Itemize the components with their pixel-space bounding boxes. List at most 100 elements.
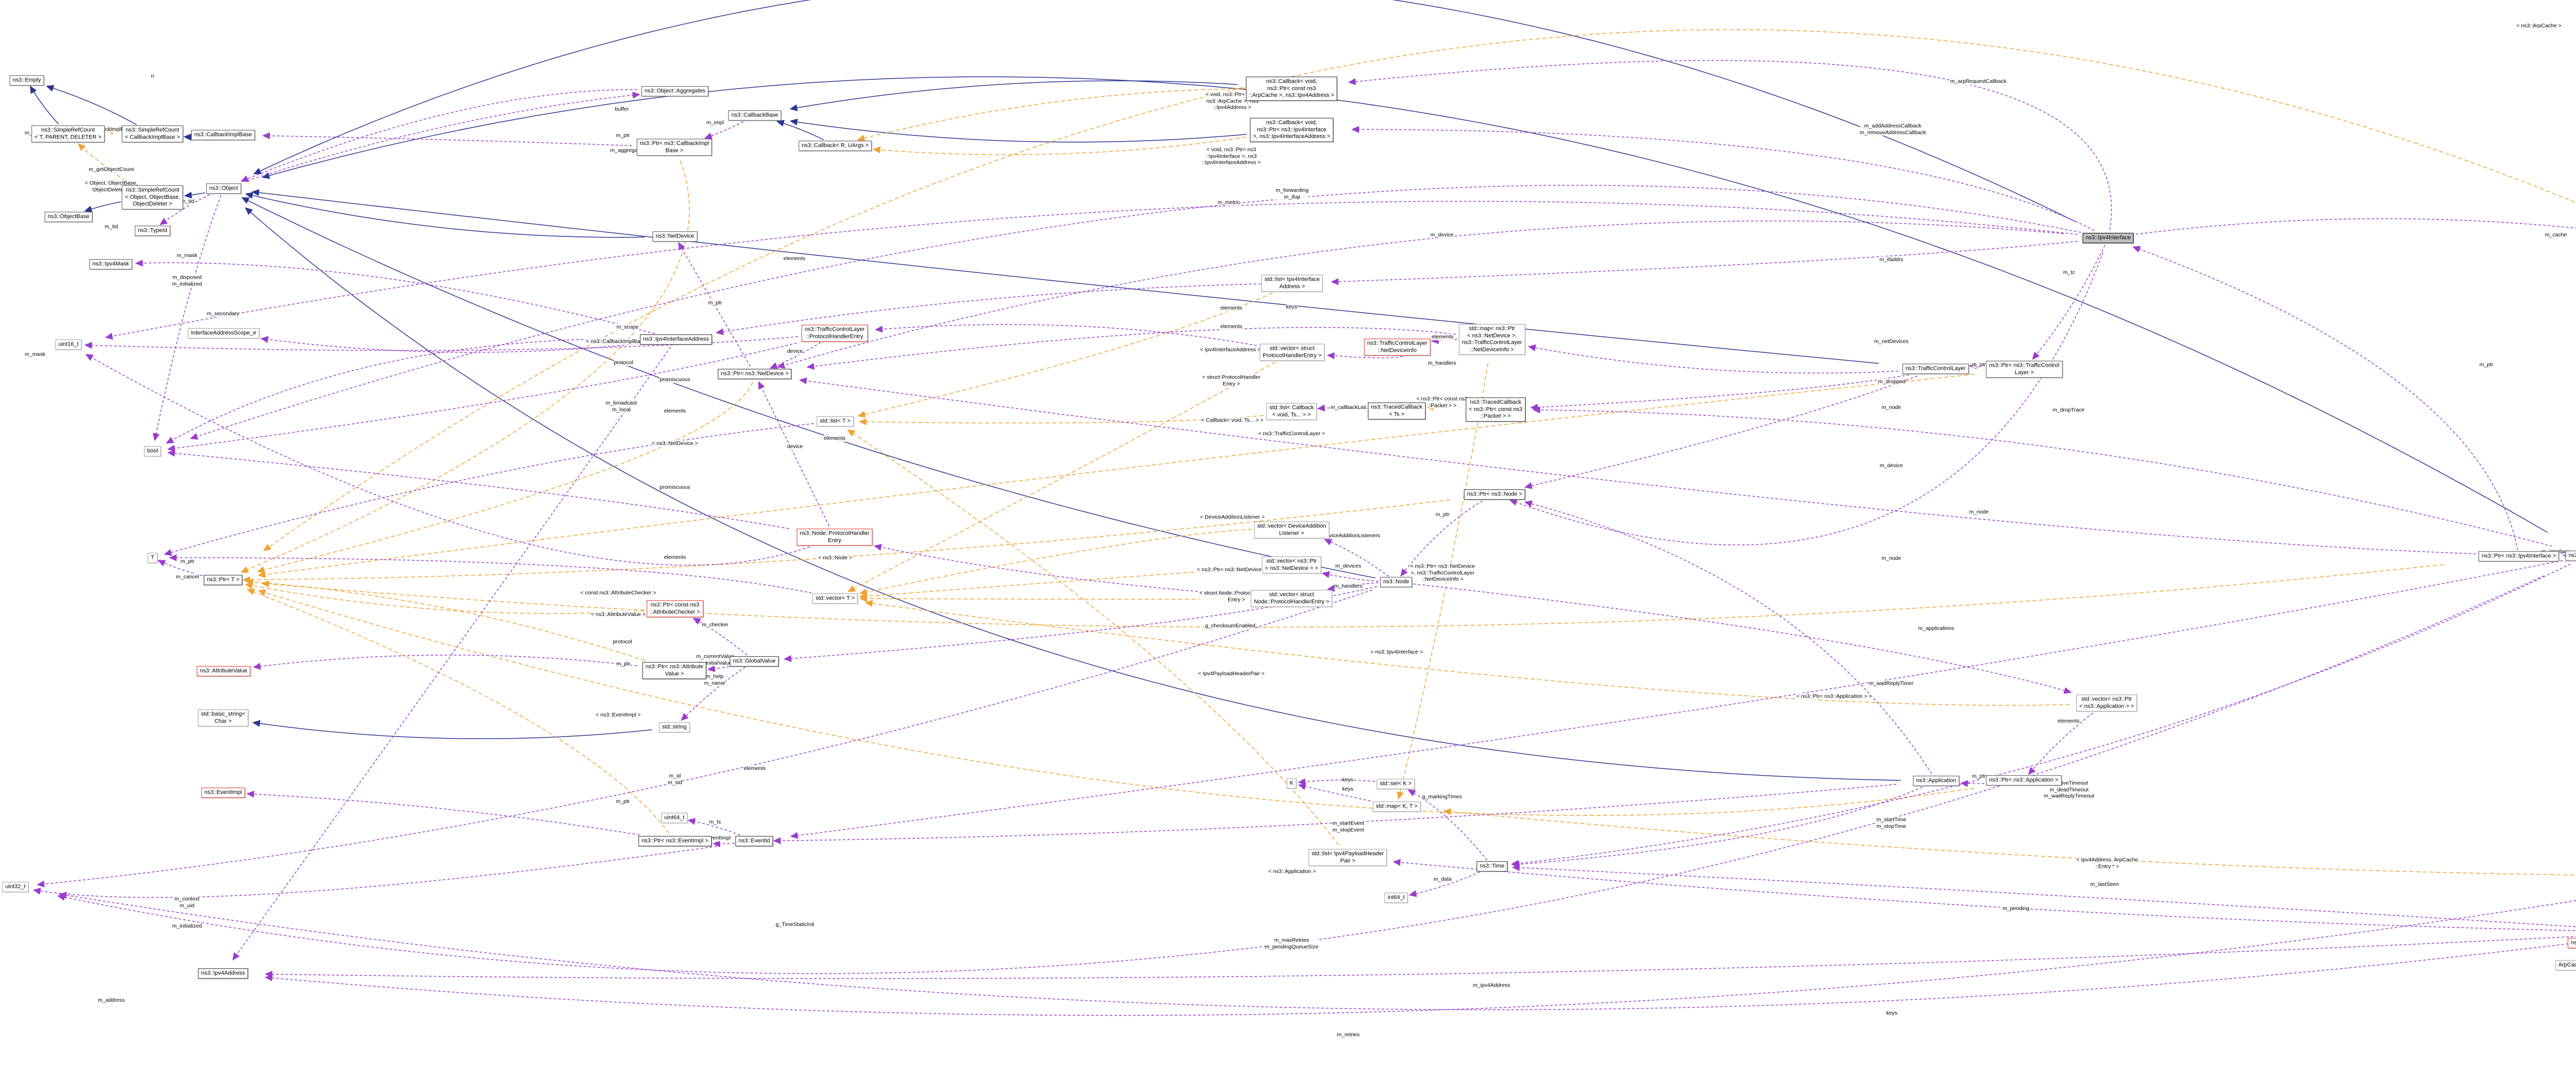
class-node-typeid[interactable]: ns3::TypeId [134,226,171,236]
class-node-ipv4ifaddr[interactable]: ns3::Ipv4InterfaceAddress [640,334,712,345]
class-node-simplerefcountobject[interactable]: ns3::SimpleRefCount < Object, ObjectBase… [122,185,183,210]
class-node-node[interactable]: ns3::Node [1380,577,1413,587]
edge-simpleRefCountObject-to-simpleRefCountT [77,143,132,185]
edge-ipv4Interface-to-ptrArpCache [2136,218,2576,235]
class-node-ipv4address[interactable]: ns3::Ipv4Address [198,968,248,979]
class-node-vecphe[interactable]: std::vector< struct ProtocolHandlerEntry… [1259,344,1325,361]
class-node-knode[interactable]: K [1286,778,1297,789]
class-node-simplerefcountcallback[interactable]: ns3::SimpleRefCount < CallbackImplBase > [122,125,183,143]
class-node-ptrattrvalue[interactable]: ns3::Ptr< ns3::Attribute Value > [642,662,707,679]
class-node-ptrconstchecker[interactable]: ns3::Ptr< const ns3 ::AttributeChecker > [647,600,703,618]
class-node-cbarpcache[interactable]: ns3::Callback< void, ns3::Ptr< const ns3… [1246,76,1337,101]
class-node-ipv4interface[interactable]: ns3::Ipv4Interface [2082,233,2134,243]
edge-arpEntry-to-uint32 [59,892,2576,1011]
edge-ptrAttrValue-to-attrValue [252,655,637,670]
class-node-ptrt[interactable]: ns3::Ptr< T > [204,575,243,585]
edge-setK-to-kNode [1298,778,1375,785]
class-node-attrvalue[interactable]: ns3::AttributeValue [196,666,251,676]
edge-listPayload-to-stdListT [847,429,1339,846]
class-node-basicstring[interactable]: std::basic_string< Char > [198,709,248,727]
class-node-simplerefcountt[interactable]: ns3::SimpleRefCount < T, PARENT, DELETER… [31,125,105,143]
class-node-aggregates[interactable]: ns3::Object::Aggregates [641,86,709,96]
class-node-setk[interactable]: std::set< K > [1377,779,1415,789]
class-node-cbipv4if[interactable]: ns3::Callback< void, ns3::Ptr< ns3::Ipv4… [1250,117,1333,142]
class-node-vecdal[interactable]: std::vector< DeviceAddition Listener > [1254,521,1329,539]
class-node-mapnetdev[interactable]: std::map< ns3::Ptr < ns3::NetDevice >, n… [1459,324,1526,355]
edge-ptrAttrValue-to-ptrT [245,578,646,661]
class-node-ptrcallbackimplbase[interactable]: ns3::Ptr< ns3::CallbackImpl Base > [636,139,713,156]
class-node-listpayload[interactable]: std::list< Ipv4PayloadHeader Pair > [1308,849,1387,866]
edge-ipv4Interface-to-ptrTcl [2032,245,2106,360]
class-node-tracedcbpacket[interactable]: ns3::TracedCallback < ns3::Ptr< const ns… [1466,397,1526,422]
class-node-booln[interactable]: bool [144,446,161,456]
edge-object-to-boolN [152,195,222,441]
class-node-listifaddr[interactable]: std::list< Ipv4Interface Address > [1261,275,1323,292]
class-node-ptrnode[interactable]: ns3::Ptr< ns3::Node > [1464,489,1526,500]
class-node-stdlistt[interactable]: std::list< T > [817,416,854,426]
edge-globalValue-to-ptrAttrValue [707,665,730,672]
class-node-vecptrapp[interactable]: std::vector< ns3::Ptr < ns3::Application… [2076,694,2138,712]
class-node-listcb[interactable]: std::list< Callback < void, Ts... > > [1266,403,1317,420]
edge-ipv4IfAddr-to-ipv4Mask [135,260,655,334]
class-node-vecnodephe[interactable]: std::vector< struct Node::ProtocolHandle… [1250,590,1333,607]
class-node-ptrtcl[interactable]: ns3::Ptr< ns3::TrafficControl Layer > [1986,361,2063,378]
class-node-uint32[interactable]: uint32_t [2,882,29,892]
class-node-netdevice[interactable]: ns3::NetDevice [652,231,698,242]
edge-ipv4IfAddr-to-ipv4Address [232,347,671,961]
edge-tcl-to-mapNetDev [1528,344,1899,374]
class-node-callbackruargs[interactable]: ns3::Callback< R, UArgs > [799,141,872,151]
class-node-mapkt[interactable]: std::map< K, T > [1372,801,1421,812]
edge-object-to-aggregates [247,92,640,181]
class-node-tracedcbts[interactable]: ns3::TracedCallback < Ts > [1368,402,1426,420]
edge-ipv4Interface-to-listIfAddr [1331,241,2078,285]
edge-ipv4Interface-to-ptrNode [1509,252,2104,545]
edge-node-to-vecDAL [1324,539,1389,577]
edge-ipv4IfAddr-to-boolN [165,338,635,444]
class-node-ptripv4if[interactable]: ns3::Ptr< ns3::Ipv4Interface > [2478,551,2560,561]
class-node-application[interactable]: ns3::Application [1913,776,1959,786]
class-node-stdstring[interactable]: std::string [659,722,690,732]
class-node-uint16[interactable]: uint16_t [55,339,82,350]
class-node-nodephe[interactable]: ns3::Node::ProtocolHandler Entry [796,528,873,546]
class-node-object[interactable]: ns3::Object [206,183,241,194]
class-node-ptreventimpl[interactable]: ns3::Ptr< ns3::EventImpl > [638,836,711,846]
edge-mapArp-to-mapKT [1443,808,2576,876]
edge-node-to-vecPtrNetDev [1321,571,1379,582]
edge-arpEntry-to-ipv4Address [264,936,2576,979]
class-node-ipv4mask[interactable]: ns3::Ipv4Mask [89,259,132,269]
class-node-vecptrnetdev[interactable]: std::vector< ns3::Ptr < ns3::NetDevice >… [1262,556,1321,574]
edge-ptrNode-to-node [1400,500,1483,577]
edge-ipv4Interface-to-cbArpCache [1348,60,2112,230]
class-node-time[interactable]: ns3::Time [1477,861,1507,871]
edge-tcl-to-ptrNode [1524,375,1918,489]
edge-arpCache-to-object [262,76,2548,533]
class-node-callbackbase[interactable]: ns3::CallbackBase [728,110,782,121]
class-node-globalvalue[interactable]: ns3::GlobalValue [730,656,779,666]
class-node-arpstate[interactable]: ArpCacheEntryState_e [2555,960,2576,970]
class-node-arpcache[interactable]: ns3::ArpCache [2565,551,2576,561]
class-node-ptrapp[interactable]: ns3::Ptr< ns3::Application > [1986,775,2062,785]
edge-tracedCbPacket-to-tracedCbTs [1426,403,1465,410]
class-node-ifacescope[interactable]: InterfaceAddressScope_e [188,328,260,338]
class-node-uint64[interactable]: uint64_t [661,813,688,823]
edge-cbIpv4If-to-callbackRUArgs [872,136,1246,156]
class-node-address[interactable]: ns3::Address [2567,938,2576,948]
class-node-tclndi[interactable]: ns3::TrafficControlLayer ::NetDeviceInfo [1364,338,1431,356]
class-node-callbackimplbase[interactable]: ns3::CallbackImplBase [191,130,255,140]
class-node-eventid[interactable]: ns3::EventId [735,836,773,846]
class-node-eventimpl[interactable]: ns3::EventImpl [201,787,245,798]
class-node-tnode[interactable]: T [147,553,158,563]
class-node-empty[interactable]: ns3::Empty [9,75,44,85]
edge-netDevice-to-object [245,192,645,238]
edge-vecNodePHE-to-vecT [859,595,1249,603]
class-node-ptrnetdevice[interactable]: ns3::Ptr< ns3::NetDevice > [718,369,792,379]
edge-object-to-typeId [159,194,210,226]
edge-listIfAddr-to-ipv4IfAddr [716,283,1261,335]
class-node-tcl[interactable]: ns3::TrafficControlLayer [1902,364,1969,374]
edge-cbArpCache-to-callbackBase [789,80,1238,111]
class-node-objectbase[interactable]: ns3::ObjectBase [44,212,93,222]
edge-application-to-ptrNode [1524,500,1932,774]
class-node-vect[interactable]: std::vector< T > [812,593,858,604]
class-node-tclphe[interactable]: ns3::TrafficControlLayer ::ProtocolHandl… [801,324,868,342]
class-node-int64[interactable]: int64_t [1384,893,1408,903]
